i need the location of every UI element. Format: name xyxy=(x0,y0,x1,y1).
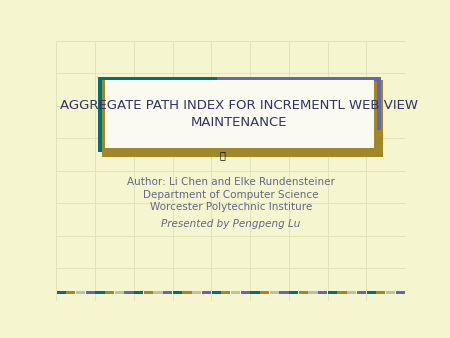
Bar xyxy=(115,291,124,294)
Bar xyxy=(163,291,172,294)
Bar xyxy=(241,291,250,294)
Bar xyxy=(260,291,269,294)
Bar xyxy=(76,291,85,294)
Bar xyxy=(98,77,381,152)
Bar xyxy=(299,291,308,294)
Bar xyxy=(202,291,211,294)
Bar xyxy=(134,291,143,294)
Text: Presented by Pengpeng Lu: Presented by Pengpeng Lu xyxy=(161,219,300,229)
Bar xyxy=(250,291,260,294)
Bar xyxy=(386,291,395,294)
Bar xyxy=(357,291,366,294)
Bar xyxy=(217,77,381,81)
Bar xyxy=(182,291,192,294)
Bar xyxy=(105,80,374,148)
Bar xyxy=(66,291,76,294)
Bar xyxy=(318,291,327,294)
Bar xyxy=(231,291,240,294)
Text: Department of Computer Science: Department of Computer Science xyxy=(143,190,319,200)
Bar xyxy=(396,291,405,294)
Bar xyxy=(328,291,337,294)
Bar xyxy=(270,291,279,294)
Text: AGGREGATE PATH INDEX FOR INCREMENTL WEB VIEW: AGGREGATE PATH INDEX FOR INCREMENTL WEB … xyxy=(60,99,419,112)
Text: 🌐: 🌐 xyxy=(220,150,225,160)
Bar xyxy=(377,77,381,130)
Text: Author: Li Chen and Elke Rundensteiner: Author: Li Chen and Elke Rundensteiner xyxy=(127,177,334,187)
Bar xyxy=(192,291,202,294)
Bar xyxy=(338,291,347,294)
Bar xyxy=(289,291,298,294)
Bar xyxy=(347,291,356,294)
Bar xyxy=(86,291,95,294)
Bar xyxy=(105,291,114,294)
Bar xyxy=(367,291,376,294)
Bar xyxy=(308,291,318,294)
Text: Worcester Polytechnic Institure: Worcester Polytechnic Institure xyxy=(149,202,312,212)
Bar xyxy=(124,291,134,294)
Bar xyxy=(153,291,162,294)
Text: MAINTENANCE: MAINTENANCE xyxy=(191,116,288,129)
Bar xyxy=(57,291,66,294)
Bar xyxy=(279,291,288,294)
Bar xyxy=(102,80,383,157)
Bar xyxy=(95,291,104,294)
Bar xyxy=(212,291,221,294)
Bar xyxy=(376,291,386,294)
Bar xyxy=(221,291,230,294)
Bar xyxy=(173,291,182,294)
Bar xyxy=(144,291,153,294)
